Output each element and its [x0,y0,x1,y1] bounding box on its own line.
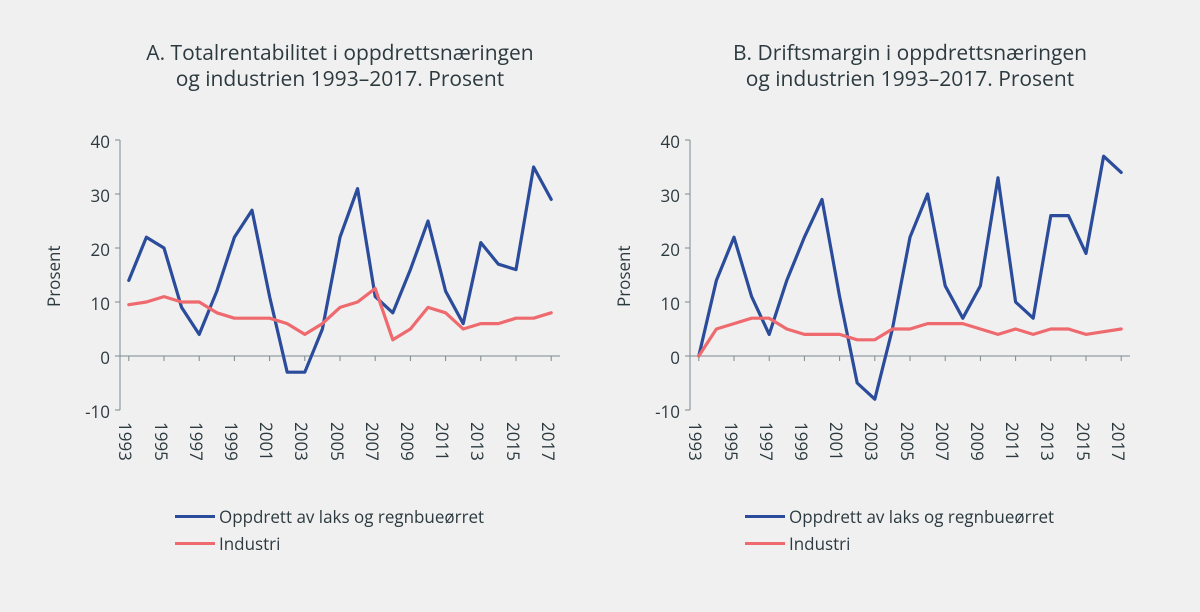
panel_b-x-tick: 2015 [1072,422,1095,461]
panel_b-plot [678,128,1142,422]
panel_a-y-tick: 40 [65,130,110,153]
legend-label: Industri [219,532,280,555]
panel_a-legend-item-oppdrett: Oppdrett av laks og regnbueørret [175,505,484,528]
panel_a-x-tick: 2017 [537,422,560,461]
legend-swatch [175,515,215,518]
chart-canvas: A. Totalrentabilitet i oppdrettsnæringen… [0,0,1200,612]
panel_b-y-tick: 30 [635,184,680,207]
panel_a-x-tick: 1993 [114,422,137,461]
panel_a-x-tick: 2015 [502,422,525,461]
legend-swatch [745,542,785,545]
legend-swatch [745,515,785,518]
panel_a-title: A. Totalrentabilitet i oppdrettsnæringen… [80,40,600,93]
panel_b-x-tick: 2001 [825,422,848,461]
panel_b-x-tick: 1993 [684,422,707,461]
legend-label: Oppdrett av laks og regnbueørret [219,505,484,528]
panel_a-x-tick: 2011 [431,422,454,461]
panel_a-y-tick: 10 [65,292,110,315]
panel_b-x-tick: 2003 [860,422,883,461]
panel_a-y-tick: 30 [65,184,110,207]
panel_b-y-tick: 40 [635,130,680,153]
panel_b-series-oppdrett [699,156,1121,399]
panel_b-x-tick: 2007 [931,422,954,461]
panel_b-x-tick: 1995 [720,422,743,461]
panel_a-x-tick: 2003 [290,422,313,461]
panel_b-x-tick: 1997 [755,422,778,461]
panel_b-legend-item-oppdrett: Oppdrett av laks og regnbueørret [745,505,1054,528]
legend-label: Industri [789,532,850,555]
legend-swatch [175,542,215,545]
panel_b-title: B. Driftsmargin i oppdrettsnæringen og i… [650,40,1170,93]
panel_a-x-tick: 2013 [466,422,489,461]
panel_b-x-tick: 2009 [966,422,989,461]
panel_a-plot [108,128,572,422]
panel_b-x-tick: 2013 [1036,422,1059,461]
panel_a-y-tick: 0 [65,346,110,369]
panel_b-legend-item-industri: Industri [745,532,1054,555]
panel_b-x-tick: 2017 [1107,422,1130,461]
panel_a-legend-item-industri: Industri [175,532,484,555]
panel_a-y-tick: 20 [65,238,110,261]
panel_b-y-tick: 0 [635,346,680,369]
panel_b-x-tick: 2011 [1001,422,1024,461]
panel_a-legend: Oppdrett av laks og regnbueørret Industri [175,505,484,559]
panel_b-y-tick: 20 [635,238,680,261]
panel_b-x-tick: 1999 [790,422,813,461]
panel_b-y-tick: 10 [635,292,680,315]
panel_a-x-tick: 2009 [396,422,419,461]
panel_b-y-axis-label: Prosent [612,245,635,307]
panel_a-x-tick: 2007 [361,422,384,461]
legend-label: Oppdrett av laks og regnbueørret [789,505,1054,528]
panel_b-x-tick: 2005 [896,422,919,461]
panel_a-x-tick: 2005 [326,422,349,461]
panel_a-series-industri [129,289,551,340]
panel_a-y-tick: -10 [65,400,110,423]
panel_b-series-industri [699,318,1121,356]
panel_a-y-axis-label: Prosent [42,245,65,307]
panel_a-x-tick: 1999 [220,422,243,461]
panel_a-x-tick: 2001 [255,422,278,461]
panel_a-x-tick: 1995 [150,422,173,461]
panel_b-legend: Oppdrett av laks og regnbueørret Industri [745,505,1054,559]
panel_a-series-oppdrett [129,167,551,372]
panel_a-x-tick: 1997 [185,422,208,461]
panel_b-y-tick: -10 [635,400,680,423]
